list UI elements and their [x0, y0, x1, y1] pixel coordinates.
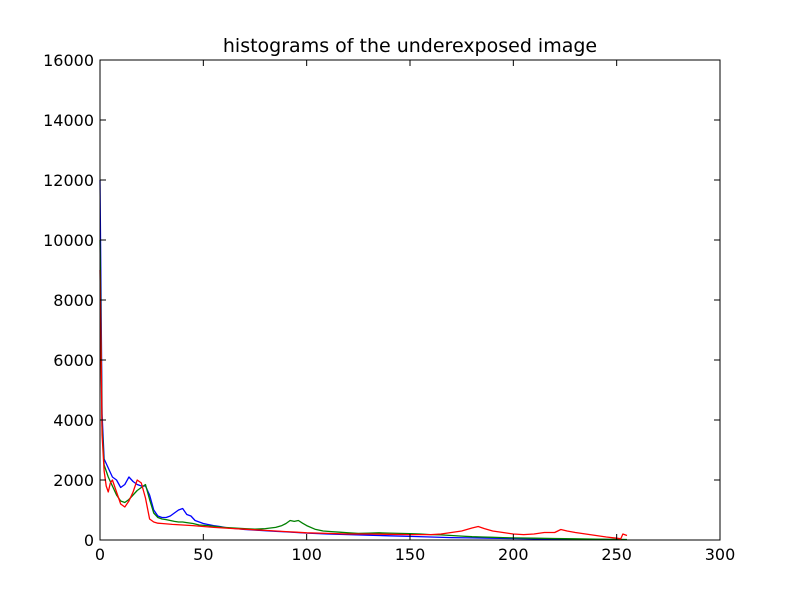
- y-tick-label-0: 0: [84, 531, 94, 550]
- y-tick-label-5: 10000: [43, 231, 94, 250]
- x-tick-label-3: 150: [395, 545, 426, 564]
- series-line-1: [99, 239, 628, 541]
- y-tick-label-8: 16000: [43, 51, 94, 70]
- y-tick-label-2: 4000: [53, 411, 94, 430]
- x-tick-label-1: 50: [193, 545, 213, 564]
- y-tick-label-3: 6000: [53, 351, 94, 370]
- x-tick-label-0: 0: [95, 545, 105, 564]
- y-tick-label-4: 8000: [53, 291, 94, 310]
- tick-layer: 0 50 100 150 200 250 300 0 2000 4000 6000 8000 10000…: [43, 51, 735, 564]
- y-tick-label-7: 14000: [43, 111, 94, 130]
- x-tick-label-6: 300: [705, 545, 736, 564]
- series-line-0: [99, 179, 628, 541]
- series-line-2: [99, 269, 628, 540]
- x-tick-label-2: 100: [291, 545, 322, 564]
- y-tick-label-6: 12000: [43, 171, 94, 190]
- x-tick-label-4: 200: [498, 545, 529, 564]
- x-tick-label-5: 250: [601, 545, 632, 564]
- axes-frame: [99, 59, 721, 541]
- y-tick-label-1: 2000: [53, 471, 94, 490]
- series-layer: [99, 179, 628, 541]
- chart-title: histograms of the underexposed image: [223, 35, 597, 57]
